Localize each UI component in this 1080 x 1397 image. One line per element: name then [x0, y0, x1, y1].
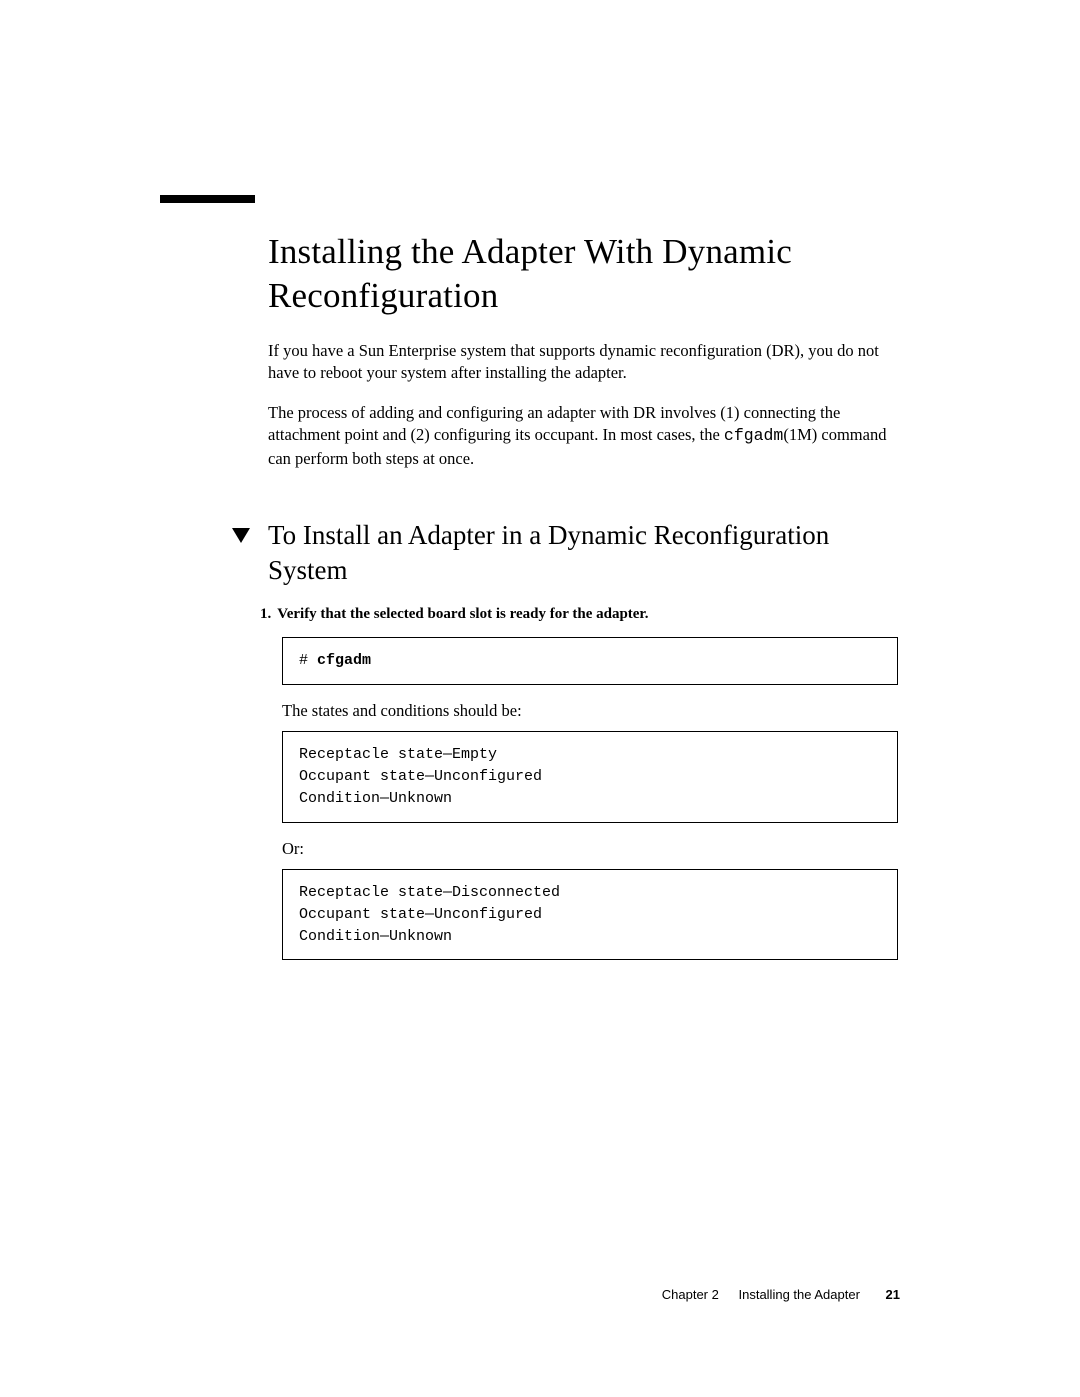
heading-2: To Install an Adapter in a Dynamic Recon… [268, 518, 898, 588]
section-rule [160, 195, 255, 203]
heading-2-row: To Install an Adapter in a Dynamic Recon… [232, 518, 898, 588]
code-block: Receptacle state—Empty Occupant state—Un… [282, 731, 898, 822]
document-page: Installing the Adapter With Dynamic Reco… [0, 0, 1080, 1397]
code-block: Receptacle state—Disconnected Occupant s… [282, 869, 898, 960]
step-item: 1. Verify that the selected board slot i… [260, 606, 898, 623]
page-footer: Chapter 2 Installing the Adapter 21 [662, 1287, 900, 1302]
step-number: 1. [260, 606, 271, 623]
footer-page-number: 21 [886, 1287, 900, 1302]
inline-code: cfgadm [724, 426, 783, 445]
step-text: Verify that the selected board slot is r… [277, 606, 648, 623]
body-text: The states and conditions should be: [282, 701, 898, 721]
footer-chapter: Chapter 2 [662, 1287, 719, 1302]
command: cfgadm [317, 652, 371, 669]
triangle-bullet-icon [232, 528, 250, 543]
content-column: Installing the Adapter With Dynamic Reco… [268, 230, 898, 960]
body-text: Or: [282, 839, 898, 859]
prompt: # [299, 652, 317, 669]
paragraph: If you have a Sun Enterprise system that… [268, 340, 898, 385]
footer-title: Installing the Adapter [738, 1287, 859, 1302]
code-block: # cfgadm [282, 637, 898, 685]
paragraph: The process of adding and configuring an… [268, 402, 898, 470]
heading-1: Installing the Adapter With Dynamic Reco… [268, 230, 898, 318]
